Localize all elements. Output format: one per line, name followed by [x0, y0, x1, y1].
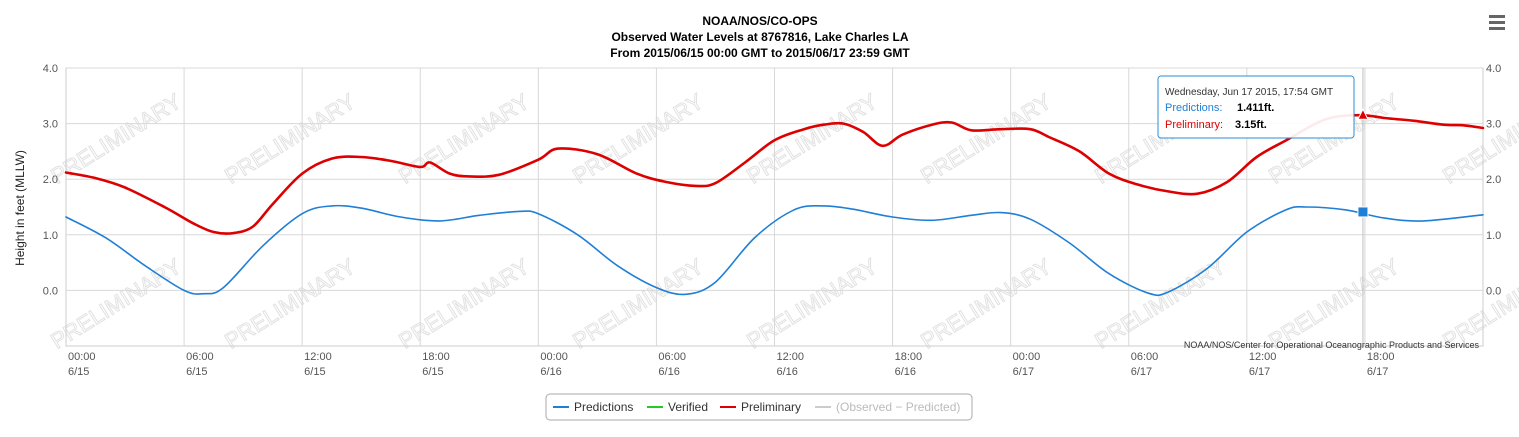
watermark-text: PRELIMINARY: [742, 253, 882, 353]
x-tick-label-date: 6/16: [540, 366, 561, 378]
series-line-preliminary: [64, 113, 1485, 235]
chart-title-line3: From 2015/06/15 00:00 GMT to 2015/06/17 …: [610, 46, 910, 60]
x-tick-label-time: 00:00: [540, 351, 568, 363]
tooltip-predictions-value: 1.411ft.: [1237, 102, 1274, 114]
y-tick-label-left: 4.0: [43, 63, 58, 75]
y-tick-label-left: 3.0: [43, 119, 58, 131]
x-tick-label-time: 18:00: [1367, 351, 1395, 363]
chart-title-line1: NOAA/NOS/CO-OPS: [702, 14, 817, 28]
y-tick-label-left: 2.0: [43, 174, 58, 186]
x-tick-label-date: 6/16: [777, 366, 798, 378]
chart-title-line2: Observed Water Levels at 8767816, Lake C…: [611, 30, 908, 44]
x-tick-label-date: 6/17: [1249, 366, 1270, 378]
legend-label-preliminary: Preliminary: [741, 400, 801, 414]
watermark-text: PRELIMINARY: [1090, 253, 1230, 353]
legend-item-observed-minus-predicted[interactable]: (Observed − Predicted): [815, 400, 960, 414]
watermark-text: PRELIMINARY: [568, 253, 708, 353]
chart-legend: Predictions Verified Preliminary (Observ…: [545, 393, 973, 421]
legend-label-verified: Verified: [668, 400, 708, 414]
hover-tooltip: Wednesday, Jun 17 2015, 17:54 GMT Predic…: [1157, 75, 1355, 139]
x-tick-label-time: 18:00: [895, 351, 923, 363]
x-tick-label-date: 6/16: [658, 366, 679, 378]
tooltip-preliminary-label: Preliminary:: [1165, 119, 1223, 131]
legend-item-predictions[interactable]: Predictions: [553, 400, 633, 414]
x-tick-label-time: 06:00: [186, 351, 214, 363]
y-tick-label-left: 0.0: [43, 285, 58, 297]
hamburger-menu-icon[interactable]: [1484, 10, 1510, 34]
legend-item-preliminary[interactable]: Preliminary: [720, 400, 801, 414]
y-axis-label: Height in feet (MLLW): [13, 150, 27, 266]
x-tick-label-time: 12:00: [304, 351, 332, 363]
axis-ticks: 0.0 0.0 1.0 1.0 2.0 2.0 3.0 3.0 4.0 4.0 00:00 6/15 0…: [43, 63, 1502, 378]
x-tick-label-time: 12:00: [777, 351, 805, 363]
watermark-text: PRELIMINARY: [916, 88, 1056, 188]
x-tick-label-time: 12:00: [1249, 351, 1277, 363]
watermark-text: PRELIMINARY: [1438, 253, 1519, 353]
tooltip-header: Wednesday, Jun 17 2015, 17:54 GMT: [1165, 87, 1333, 98]
y-tick-label-right: 1.0: [1486, 230, 1501, 242]
watermark-text: PRELIMINARY: [394, 253, 534, 353]
watermark-text: PRELIMINARY: [916, 253, 1056, 353]
watermark-text: PRELIMINARY: [1264, 253, 1404, 353]
x-tick-label-time: 00:00: [1013, 351, 1041, 363]
x-tick-label-time: 06:00: [1131, 351, 1159, 363]
x-tick-label-date: 6/15: [68, 366, 89, 378]
watermark-text: PRELIMINARY: [220, 88, 360, 188]
y-tick-label-right: 4.0: [1486, 63, 1501, 75]
watermark-text: PRELIMINARY: [394, 88, 534, 188]
y-tick-label-left: 1.0: [43, 230, 58, 242]
legend-item-verified[interactable]: Verified: [647, 400, 708, 414]
predictions-hover-marker: [1357, 206, 1369, 218]
watermark-text: PRELIMINARY: [46, 253, 186, 353]
x-tick-label-date: 6/15: [422, 366, 443, 378]
x-tick-label-date: 6/17: [1131, 366, 1152, 378]
chart-series: [64, 113, 1485, 297]
x-tick-label-time: 18:00: [422, 351, 450, 363]
legend-label-predictions: Predictions: [574, 400, 633, 414]
series-line-predictions: [65, 204, 1484, 297]
x-tick-label-date: 6/15: [304, 366, 325, 378]
y-tick-label-right: 0.0: [1486, 285, 1501, 297]
y-tick-label-right: 2.0: [1486, 174, 1501, 186]
y-tick-label-right: 3.0: [1486, 119, 1501, 131]
watermark-text: PRELIMINARY: [742, 88, 882, 188]
x-tick-label-date: 6/17: [1367, 366, 1388, 378]
chart-grid: [65, 67, 1484, 347]
x-tick-label-time: 00:00: [68, 351, 96, 363]
watermark-text: PRELIMINARY: [1438, 88, 1519, 188]
preliminary-hover-marker: [1357, 108, 1369, 120]
chart-credits[interactable]: NOAA/NOS/Center for Operational Oceanogr…: [1184, 340, 1480, 350]
tooltip-preliminary-value: 3.15ft.: [1235, 119, 1267, 131]
x-tick-label-time: 06:00: [658, 351, 686, 363]
hover-crosshair: [1357, 68, 1369, 346]
x-tick-label-date: 6/17: [1013, 366, 1034, 378]
legend-label-observed-minus-predicted: (Observed − Predicted): [836, 400, 960, 414]
tooltip-predictions-label: Predictions:: [1165, 102, 1222, 114]
x-tick-label-date: 6/16: [895, 366, 916, 378]
x-tick-label-date: 6/15: [186, 366, 207, 378]
